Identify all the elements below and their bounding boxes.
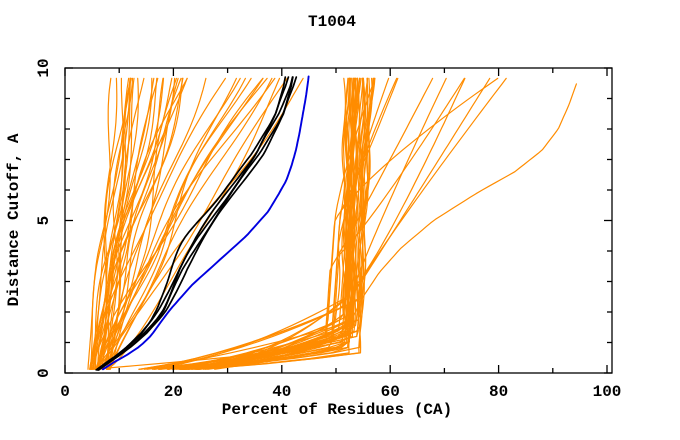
svg-text:10: 10 bbox=[35, 58, 53, 77]
orange-model-curves bbox=[87, 77, 577, 370]
x-axis-label: Percent of Residues (CA) bbox=[222, 401, 452, 419]
axis-tick-labels: 0 20 40 60 80 100 0 5 10 bbox=[35, 58, 621, 401]
svg-text:80: 80 bbox=[489, 383, 508, 401]
svg-text:60: 60 bbox=[381, 383, 400, 401]
svg-text:5: 5 bbox=[35, 216, 53, 226]
svg-text:20: 20 bbox=[164, 383, 183, 401]
svg-text:0: 0 bbox=[35, 368, 53, 378]
svg-text:0: 0 bbox=[60, 383, 70, 401]
y-axis-label: Distance Cutoff, A bbox=[5, 133, 23, 306]
svg-text:40: 40 bbox=[272, 383, 291, 401]
chart-title: T1004 bbox=[308, 13, 356, 31]
blue-reference-curve bbox=[101, 75, 310, 371]
axis-ticks bbox=[64, 67, 612, 374]
black-highlighted-curves bbox=[95, 76, 298, 371]
svg-text:100: 100 bbox=[593, 383, 622, 401]
